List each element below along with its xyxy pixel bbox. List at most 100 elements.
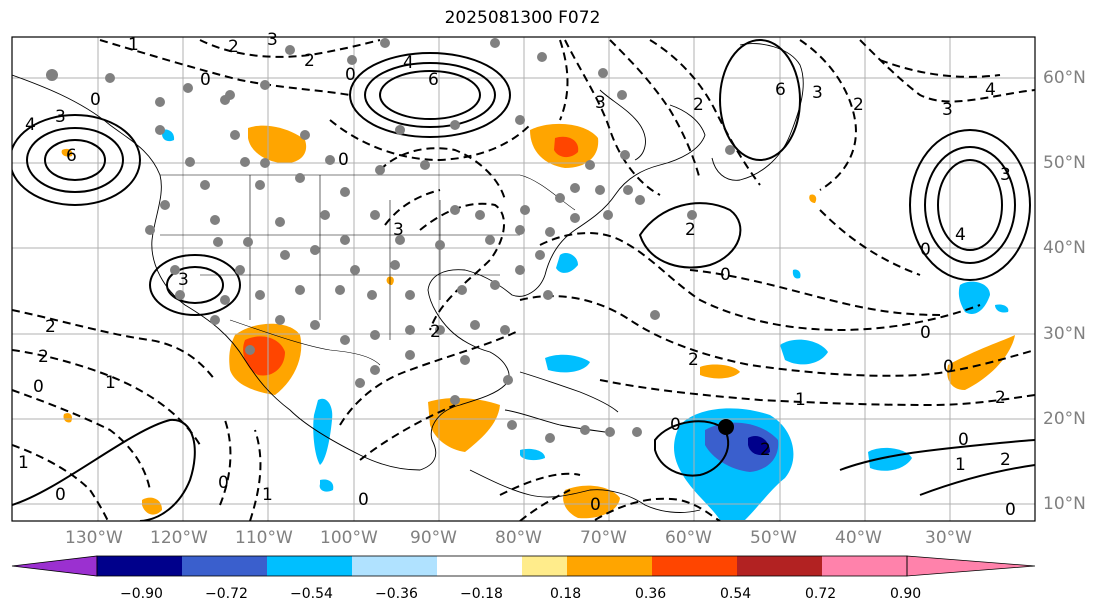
positive-contours	[12, 39, 1035, 521]
svg-text:3: 3	[595, 93, 606, 113]
svg-text:3: 3	[812, 83, 823, 103]
svg-text:2: 2	[1000, 450, 1011, 470]
svg-text:0: 0	[218, 473, 229, 493]
lon-label: 130°W	[65, 528, 123, 548]
svg-text:2: 2	[430, 322, 441, 342]
colorbar-extend-high	[906, 555, 1036, 577]
svg-text:0: 0	[33, 377, 44, 397]
svg-text:0: 0	[1005, 500, 1016, 520]
colorbar-tick: 0.54	[720, 586, 752, 602]
colorbar-tick: −0.18	[460, 586, 503, 602]
negative-contours	[12, 39, 1035, 521]
svg-text:1: 1	[105, 373, 116, 393]
lat-label: 20°N	[1043, 409, 1086, 429]
svg-text:3: 3	[267, 30, 278, 50]
svg-text:2: 2	[685, 220, 696, 240]
svg-text:0: 0	[670, 415, 681, 435]
svg-text:0: 0	[720, 265, 731, 285]
colorbar-extend-low	[11, 555, 98, 577]
svg-text:3: 3	[55, 107, 66, 127]
lon-label: 120°W	[150, 528, 208, 548]
colorbar-tick: 0.72	[805, 586, 837, 602]
colorbar-bin	[822, 556, 907, 576]
colorbar-tick: 0.18	[550, 586, 582, 602]
svg-text:2: 2	[693, 95, 704, 115]
svg-text:1: 1	[795, 390, 806, 410]
svg-text:1: 1	[955, 455, 966, 475]
svg-text:6: 6	[66, 146, 77, 166]
svg-text:4: 4	[403, 53, 414, 73]
svg-text:1: 1	[18, 453, 29, 473]
map-frame	[11, 36, 1036, 522]
borders	[160, 174, 576, 366]
colorbar-tick: 0.36	[635, 586, 667, 602]
lon-label: 50°W	[750, 528, 797, 548]
svg-text:1: 1	[128, 35, 139, 55]
svg-text:3: 3	[178, 270, 189, 290]
colorbar-bin	[737, 556, 822, 576]
svg-text:0: 0	[345, 65, 356, 85]
lon-label: 100°W	[320, 528, 378, 548]
colorbar-bin	[352, 556, 437, 576]
shaded-anomaly-regions	[61, 123, 1015, 520]
colorbar-tick: −0.72	[205, 586, 248, 602]
colorbar-bin	[182, 556, 267, 576]
lon-label: 30°W	[925, 528, 972, 548]
contour-labels: 1 2 3 0 0 4 3 6 2 0 6 4 0 3 3 2 6 3 2 2 …	[18, 30, 1016, 520]
colorbar-tick: −0.36	[375, 586, 418, 602]
colorbar-bin	[97, 556, 182, 576]
svg-text:6: 6	[775, 80, 786, 100]
lon-label: 70°W	[580, 528, 627, 548]
svg-text:2: 2	[228, 37, 239, 57]
station-markers	[46, 38, 735, 443]
lat-label: 10°N	[1043, 494, 1086, 514]
svg-text:6: 6	[428, 70, 439, 90]
colorbar-tick: −0.90	[120, 586, 163, 602]
svg-text:2: 2	[995, 388, 1006, 408]
colorbar-bin	[652, 556, 737, 576]
svg-text:0: 0	[55, 485, 66, 505]
svg-text:0: 0	[920, 323, 931, 343]
lat-label: 50°N	[1043, 153, 1086, 173]
svg-text:2: 2	[688, 350, 699, 370]
svg-text:2: 2	[38, 347, 49, 367]
svg-text:2: 2	[853, 95, 864, 115]
colorbar-bin	[567, 556, 652, 576]
svg-text:0: 0	[920, 240, 931, 260]
svg-text:2: 2	[760, 440, 771, 460]
colorbar	[11, 555, 1036, 577]
colorbar-bin	[437, 556, 522, 576]
svg-text:0: 0	[338, 150, 349, 170]
colorbar-bin	[522, 556, 567, 576]
svg-text:4: 4	[955, 225, 966, 245]
graticule	[12, 37, 1035, 521]
svg-text:2: 2	[304, 51, 315, 71]
svg-text:3: 3	[942, 100, 953, 120]
storm-center-marker	[718, 419, 734, 435]
svg-text:0: 0	[958, 430, 969, 450]
lon-label: 80°W	[495, 528, 542, 548]
svg-text:4: 4	[25, 115, 36, 135]
svg-text:0: 0	[358, 490, 369, 510]
lat-label: 30°N	[1043, 324, 1086, 344]
lat-label: 60°N	[1043, 68, 1086, 88]
colorbar-bin	[267, 556, 352, 576]
svg-text:0: 0	[590, 495, 601, 515]
svg-text:4: 4	[985, 80, 996, 100]
svg-text:3: 3	[393, 220, 404, 240]
map-title: 2025081300 F072	[444, 8, 601, 28]
lon-label: 110°W	[235, 528, 293, 548]
lon-label: 40°W	[835, 528, 882, 548]
lon-label: 60°W	[665, 528, 712, 548]
svg-text:2: 2	[45, 317, 56, 337]
svg-text:0: 0	[90, 90, 101, 110]
svg-text:0: 0	[943, 357, 954, 377]
lon-label: 90°W	[410, 528, 457, 548]
svg-text:1: 1	[262, 485, 273, 505]
coastlines	[12, 43, 804, 513]
svg-text:3: 3	[1000, 165, 1011, 185]
colorbar-tick: −0.54	[290, 586, 333, 602]
svg-text:0: 0	[200, 70, 211, 90]
lat-label: 40°N	[1043, 238, 1086, 258]
